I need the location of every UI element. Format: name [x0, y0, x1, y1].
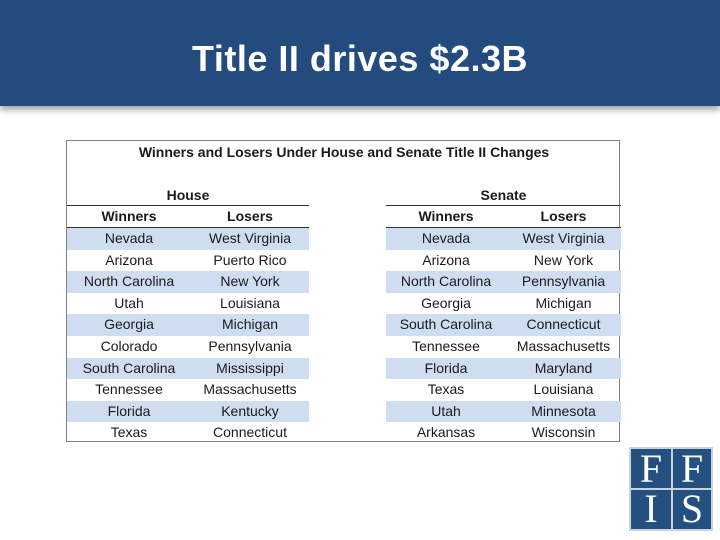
- senate-row-shading: [386, 228, 621, 250]
- house-loser-cell: West Virginia: [209, 230, 291, 246]
- winners-losers-table: Winners and Losers Under House and Senat…: [66, 140, 621, 442]
- logo-divider-horizontal: [631, 488, 711, 490]
- slide-title: Title II drives $2.3B: [192, 38, 528, 79]
- house-loser-cell: Mississippi: [216, 359, 284, 376]
- house-row-shading: [67, 357, 309, 380]
- house-row-shading: [67, 400, 309, 423]
- house-winner-cell: Nevada: [104, 230, 154, 246]
- senate-loser-cell: Wisconsin: [531, 424, 596, 441]
- senate-group-title: Senate: [480, 187, 527, 203]
- senate-row-shading: [386, 314, 621, 336]
- house-group-title: House: [166, 187, 210, 203]
- house-row-shading: [67, 314, 309, 336]
- logo-letter: S: [680, 486, 704, 531]
- house-winner-cell: Georgia: [104, 316, 154, 333]
- senate-loser-cell: New York: [533, 251, 594, 268]
- house-winners-header: Winners: [101, 208, 157, 224]
- house-winner-cell: Arizona: [105, 251, 153, 268]
- senate-group-divider: [386, 205, 621, 206]
- senate-winner-cell: Arkansas: [416, 424, 476, 441]
- house-winner-cell: South Carolina: [82, 359, 176, 376]
- senate-loser-cell: Pennsylvania: [521, 273, 606, 290]
- house-loser-cell: Massachusetts: [203, 381, 297, 398]
- senate-loser-cell: Massachusetts: [516, 338, 611, 354]
- senate-loser-cell: Louisiana: [533, 381, 594, 398]
- house-loser-cell: Pennsylvania: [208, 338, 292, 354]
- house-loser-cell: Puerto Rico: [213, 251, 287, 268]
- senate-losers-header: Losers: [540, 208, 587, 224]
- logo-letter: F: [639, 446, 663, 491]
- ffis-logo: F F I S: [629, 447, 713, 531]
- senate-winner-cell: South Carolina: [399, 316, 493, 333]
- house-loser-cell: Connecticut: [213, 424, 287, 441]
- senate-winner-cell: Texas: [427, 381, 465, 398]
- senate-row-shading: [386, 271, 621, 293]
- house-losers-header: Losers: [227, 208, 273, 224]
- senate-winner-cell: Utah: [431, 402, 461, 419]
- house-header-divider: [67, 227, 309, 228]
- title-bar: Title II drives $2.3B: [0, 0, 720, 106]
- house-loser-cell: Michigan: [221, 316, 279, 333]
- house-winner-cell: Utah: [114, 294, 144, 311]
- senate-winner-cell: North Carolina: [400, 273, 492, 290]
- house-loser-cell: New York: [220, 273, 280, 290]
- house-group-divider: [67, 205, 309, 206]
- house-winner-cell: Tennessee: [95, 381, 163, 398]
- senate-loser-cell: Minnesota: [531, 402, 596, 419]
- senate-loser-cell: Michigan: [535, 294, 592, 311]
- house-winner-cell: Colorado: [100, 338, 158, 354]
- house-loser-cell: Louisiana: [220, 294, 280, 311]
- senate-winner-cell: Nevada: [421, 230, 471, 246]
- house-row-shading: [67, 271, 309, 293]
- logo-letter: F: [680, 446, 704, 491]
- house-winner-cell: North Carolina: [83, 273, 175, 290]
- senate-loser-cell: West Virginia: [522, 230, 605, 246]
- logo-letter: I: [644, 486, 658, 531]
- house-loser-cell: Kentucky: [221, 402, 279, 419]
- senate-loser-cell: Connecticut: [526, 316, 601, 333]
- senate-row-shading: [386, 357, 621, 380]
- table-caption: Winners and Losers Under House and Senat…: [138, 144, 550, 160]
- senate-loser-cell: Maryland: [534, 359, 593, 376]
- senate-row-shading: [386, 400, 621, 423]
- senate-winner-cell: Arizona: [422, 251, 470, 268]
- house-winner-cell: Florida: [107, 402, 151, 419]
- house-winner-cell: Texas: [110, 424, 148, 441]
- senate-winners-header: Winners: [418, 208, 474, 224]
- senate-winner-cell: Georgia: [421, 294, 471, 311]
- senate-winner-cell: Florida: [424, 359, 468, 376]
- senate-winner-cell: Tennessee: [412, 338, 480, 354]
- house-row-shading: [67, 228, 309, 250]
- senate-header-divider: [386, 227, 621, 228]
